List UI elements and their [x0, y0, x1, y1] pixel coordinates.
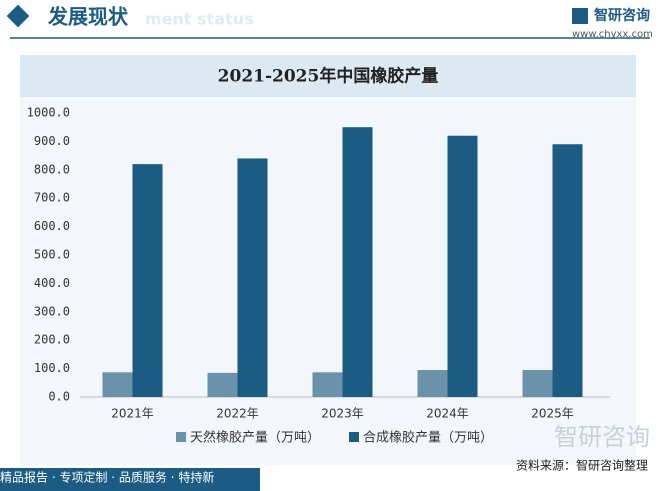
y-tick-label: 900.0	[34, 134, 70, 148]
legend-label: 天然橡胶产量（万吨）	[190, 430, 320, 446]
y-tick-label: 700.0	[34, 191, 70, 205]
legend-label: 合成橡胶产量（万吨）	[363, 430, 493, 446]
y-tick-label: 800.0	[34, 162, 70, 176]
y-tick-label: 400.0	[34, 276, 70, 290]
logo: 智研咨询	[593, 7, 650, 24]
bar	[102, 372, 133, 397]
y-tick-label: 0.0	[48, 390, 70, 404]
y-tick-label: 200.0	[34, 333, 70, 347]
y-tick-label: 1000.0	[27, 106, 70, 120]
y-tick-label: 500.0	[34, 248, 70, 262]
bar	[342, 127, 373, 397]
y-tick-label: 100.0	[34, 361, 70, 375]
x-tick-label: 2025年	[531, 407, 574, 421]
header-title: 发展现状	[47, 5, 129, 29]
footer-strip	[0, 468, 260, 491]
bar	[237, 158, 268, 397]
watermark: 智研咨询	[554, 423, 650, 451]
y-tick-label: 300.0	[34, 304, 70, 318]
bar	[552, 144, 583, 397]
bar	[312, 372, 343, 397]
chart-title: 2021-2025年中国橡胶产量	[218, 66, 439, 87]
title-band	[20, 55, 636, 97]
bar	[447, 135, 478, 397]
chart-panel	[20, 55, 636, 465]
source: 资料来源：智研咨询整理	[516, 458, 648, 473]
bar	[132, 164, 163, 397]
bar	[522, 370, 553, 397]
logo-url: www.chyxx.com	[572, 29, 653, 40]
x-tick-label: 2023年	[321, 407, 364, 421]
y-tick-label: 600.0	[34, 219, 70, 233]
legend-swatch	[176, 432, 186, 442]
x-tick-label: 2024年	[426, 407, 469, 421]
bar	[207, 372, 238, 397]
logo-icon	[572, 8, 588, 24]
x-tick-label: 2022年	[216, 407, 259, 421]
header-subtitle: ment status	[145, 10, 254, 29]
legend-swatch	[349, 432, 359, 442]
footer-slogan: 精品报告 · 专项定制 · 品质服务 · 特持新	[0, 470, 214, 485]
x-tick-label: 2021年	[111, 407, 154, 421]
bar	[417, 370, 448, 397]
